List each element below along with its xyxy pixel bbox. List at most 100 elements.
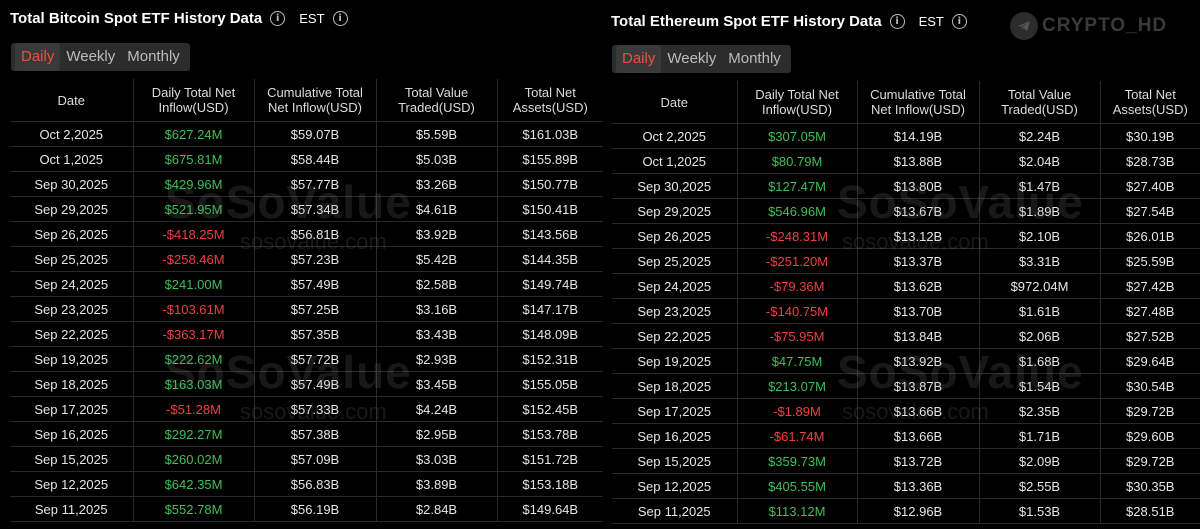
table-row[interactable]: Oct 2,2025 $307.05M $14.19B $2.24B $30.19B [612,123,1200,149]
cell-date: Sep 17,2025 [10,396,134,422]
tab-daily[interactable]: Daily [15,43,61,71]
cell-date: Sep 30,2025 [10,171,134,197]
cell-value-traded: $2.55B [979,473,1101,499]
column-header-cumulative-inflow[interactable]: Cumulative Total Net Inflow(USD) [857,81,980,124]
table-row[interactable]: Sep 16,2025 $292.27M $57.38B $2.95B $153.78B [10,421,603,447]
table-row[interactable]: Sep 19,2025 $222.62M $57.72B $2.93B $152.31B [10,346,603,372]
table-row[interactable]: Sep 15,2025 $260.02M $57.09B $3.03B $151.72B [10,446,603,472]
cell-date: Sep 15,2025 [612,448,738,474]
column-header-net-assets[interactable]: Total Net Assets(USD) [1100,81,1200,124]
cell-net-assets: $153.18B [497,471,603,497]
tab-daily[interactable]: Daily [616,45,662,73]
cell-date: Sep 17,2025 [612,398,738,424]
cell-cumulative-inflow: $57.23B [254,246,377,272]
column-header-value-traded[interactable]: Total Value Traded(USD) [979,81,1101,124]
column-header-cumulative-inflow[interactable]: Cumulative Total Net Inflow(USD) [254,79,377,122]
table-row[interactable]: Sep 12,2025 $405.55M $13.36B $2.55B $30.35B [612,473,1200,499]
cell-date: Sep 29,2025 [612,198,738,224]
column-header-net-assets[interactable]: Total Net Assets(USD) [497,79,603,122]
cell-value-traded: $1.54B [979,373,1101,399]
cell-daily-inflow: -$418.25M [133,221,255,247]
table-row[interactable]: Sep 24,2025 -$79.36M $13.62B $972.04M $27.42… [612,273,1200,299]
cell-cumulative-inflow: $56.19B [254,496,377,522]
tab-weekly[interactable]: Weekly [667,50,717,67]
cell-daily-inflow: $241.00M [133,271,255,297]
cell-date: Sep 23,2025 [10,296,134,322]
cell-daily-inflow: $127.47M [737,173,858,199]
eth-period-tabs: Daily Weekly Monthly [612,45,791,73]
info-icon[interactable]: i [270,11,286,26]
cell-value-traded: $2.10B [979,223,1101,249]
cell-date: Sep 22,2025 [612,323,738,349]
table-row[interactable]: Sep 11,2025 $113.12M $12.96B $1.53B $28.51B [612,498,1200,524]
cell-cumulative-inflow: $13.70B [857,298,980,324]
cell-value-traded: $2.35B [979,398,1101,424]
table-row[interactable]: Sep 22,2025 -$363.17M $57.35B $3.43B $148.09… [10,321,603,347]
table-row[interactable]: Sep 22,2025 -$75.95M $13.84B $2.06B $27.52B [612,323,1200,349]
table-row[interactable]: Sep 18,2025 $213.07M $13.87B $1.54B $30.54B [612,373,1200,399]
column-header-daily-inflow[interactable]: Daily Total Net Inflow(USD) [133,79,255,122]
cell-daily-inflow: $292.27M [133,421,255,447]
table-row[interactable]: Sep 18,2025 $163.03M $57.49B $3.45B $155.05B [10,371,603,397]
cell-value-traded: $2.24B [979,123,1101,149]
cell-net-assets: $27.48B [1100,298,1200,324]
cell-value-traded: $3.31B [979,248,1101,274]
cell-date: Sep 26,2025 [612,223,738,249]
table-row[interactable]: Sep 26,2025 -$418.25M $56.81B $3.92B $143.56… [10,221,603,247]
table-row[interactable]: Sep 29,2025 $546.96M $13.67B $1.89B $27.54B [612,198,1200,224]
cell-net-assets: $29.72B [1100,448,1200,474]
eth-timezone: EST [918,14,944,29]
cell-cumulative-inflow: $13.72B [857,448,980,474]
cell-daily-inflow: $429.96M [133,171,255,197]
table-row[interactable]: Sep 15,2025 $359.73M $13.72B $2.09B $29.72B [612,448,1200,474]
column-header-daily-inflow[interactable]: Daily Total Net Inflow(USD) [737,81,858,124]
column-header-date[interactable]: Date [10,79,134,122]
cell-date: Sep 29,2025 [10,196,134,222]
cell-value-traded: $4.24B [376,396,498,422]
tab-monthly[interactable]: Monthly [728,50,781,67]
cell-value-traded: $4.61B [376,196,498,222]
table-row[interactable]: Sep 16,2025 -$61.74M $13.66B $1.71B $29.60B [612,423,1200,449]
info-icon[interactable]: i [951,14,967,29]
table-row[interactable]: Sep 17,2025 -$51.28M $57.33B $4.24B $152.45B [10,396,603,422]
cell-net-assets: $27.52B [1100,323,1200,349]
table-row[interactable]: Sep 24,2025 $241.00M $57.49B $2.58B $149.74B [10,271,603,297]
cell-cumulative-inflow: $56.83B [254,471,377,497]
cell-value-traded: $972.04M [979,273,1101,299]
cell-net-assets: $25.59B [1100,248,1200,274]
table-row[interactable]: Sep 23,2025 -$140.75M $13.70B $1.61B $27.48B [612,298,1200,324]
cell-daily-inflow: $222.62M [133,346,255,372]
cell-value-traded: $3.89B [376,471,498,497]
table-row[interactable]: Sep 11,2025 $552.78M $56.19B $2.84B $149.64B [10,496,603,522]
table-row[interactable]: Sep 30,2025 $127.47M $13.80B $1.47B $27.40B [612,173,1200,199]
cell-net-assets: $29.60B [1100,423,1200,449]
cell-cumulative-inflow: $13.12B [857,223,980,249]
cell-daily-inflow: $627.24M [133,121,255,147]
table-row[interactable]: Sep 23,2025 -$103.61M $57.25B $3.16B $147.17… [10,296,603,322]
cell-value-traded: $2.04B [979,148,1101,174]
tab-weekly[interactable]: Weekly [66,48,116,65]
info-icon[interactable]: i [332,11,348,26]
table-row[interactable]: Sep 30,2025 $429.96M $57.77B $3.26B $150.77B [10,171,603,197]
cell-value-traded: $1.47B [979,173,1101,199]
tab-monthly[interactable]: Monthly [127,48,180,65]
cell-value-traded: $1.89B [979,198,1101,224]
table-row[interactable]: Sep 26,2025 -$248.31M $13.12B $2.10B $26.01B [612,223,1200,249]
table-row[interactable]: Oct 2,2025 $627.24M $59.07B $5.59B $161.03B [10,121,603,147]
column-header-date[interactable]: Date [612,81,738,124]
table-row[interactable]: Sep 19,2025 $47.75M $13.92B $1.68B $29.64B [612,348,1200,374]
table-row[interactable]: Sep 29,2025 $521.95M $57.34B $4.61B $150.41B [10,196,603,222]
table-row[interactable]: Oct 1,2025 $675.81M $58.44B $5.03B $155.89B [10,146,603,172]
crypto-hd-logo: CRYPTO_HD [1010,12,1167,40]
cell-daily-inflow: -$363.17M [133,321,255,347]
table-row[interactable]: Sep 25,2025 -$258.46M $57.23B $5.42B $144.35… [10,246,603,272]
column-header-value-traded[interactable]: Total Value Traded(USD) [376,79,498,122]
table-row[interactable]: Sep 17,2025 -$1.89M $13.66B $2.35B $29.72B [612,398,1200,424]
cell-net-assets: $152.45B [497,396,603,422]
table-row[interactable]: Sep 25,2025 -$251.20M $13.37B $3.31B $25.59B [612,248,1200,274]
info-icon[interactable]: i [889,14,905,29]
cell-date: Sep 12,2025 [612,473,738,499]
table-row[interactable]: Sep 12,2025 $642.35M $56.83B $3.89B $153.18B [10,471,603,497]
btc-timezone: EST [299,11,325,26]
table-row[interactable]: Oct 1,2025 $80.79M $13.88B $2.04B $28.73B [612,148,1200,174]
